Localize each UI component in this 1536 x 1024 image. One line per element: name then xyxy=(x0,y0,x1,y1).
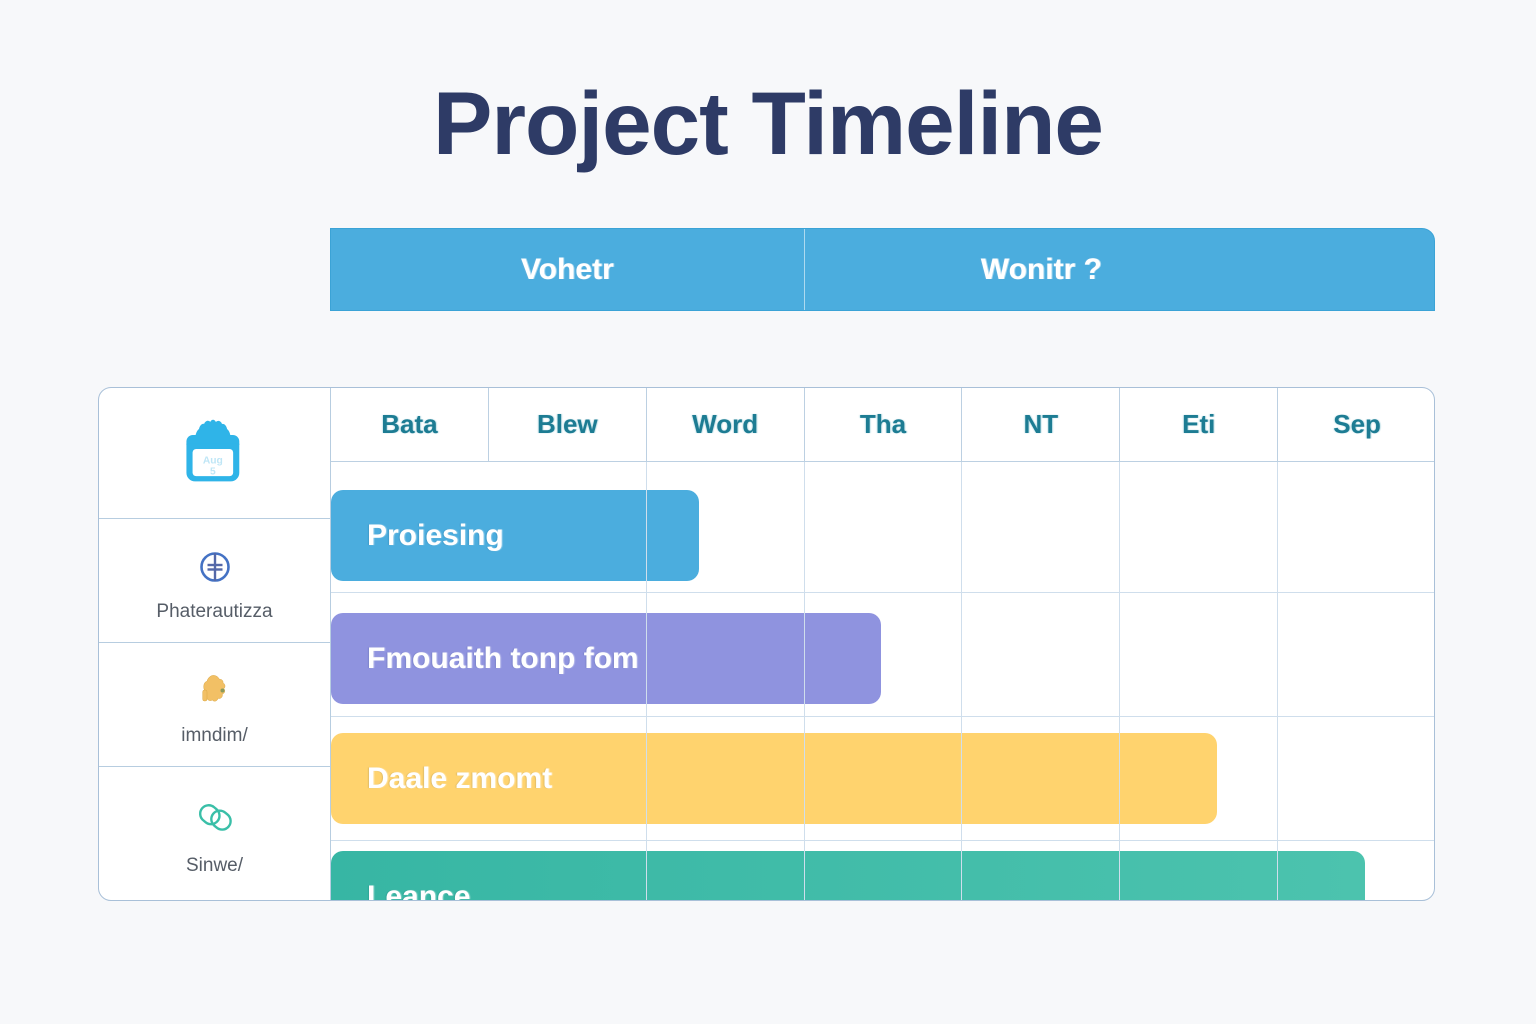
svg-text:Aug: Aug xyxy=(202,456,222,467)
svg-text:5: 5 xyxy=(209,467,215,478)
